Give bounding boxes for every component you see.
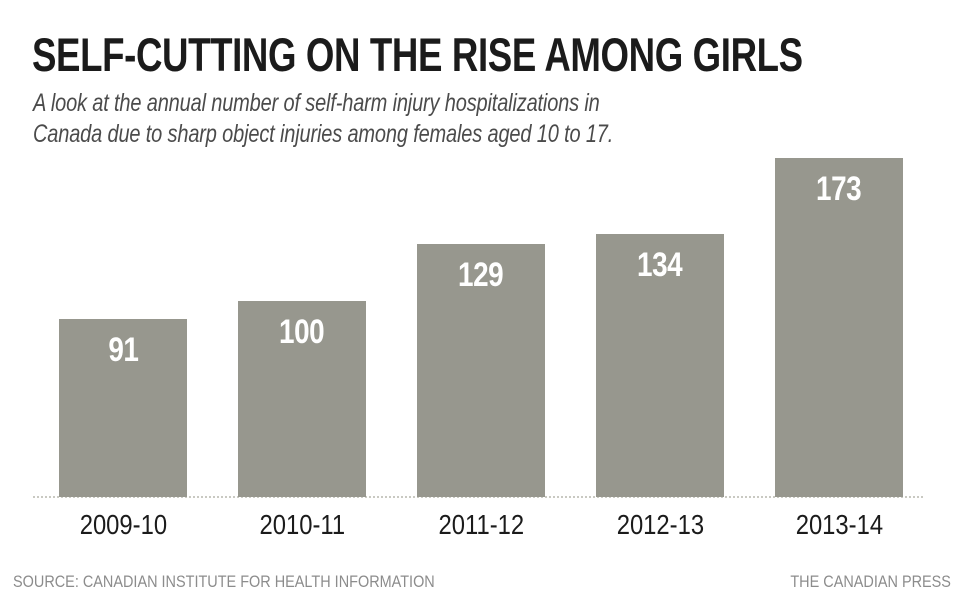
chart-subtitle: A look at the annual number of self-harm…	[33, 89, 614, 148]
bar-2012-13: 134	[596, 234, 724, 497]
x-axis-labels: 2009-10 2010-11 2011-12 2012-13 2013-14	[59, 511, 903, 539]
bar-2010-11: 100	[238, 301, 366, 497]
x-axis-label-2009-10: 2009-10	[79, 509, 167, 540]
chart-title: SELF-CUTTING ON THE RISE AMONG GIRLS	[32, 28, 803, 81]
x-axis-label-2011-12: 2011-12	[438, 509, 524, 540]
x-axis-line	[33, 496, 925, 498]
x-axis-label-2013-14: 2013-14	[795, 509, 883, 540]
bar-value-label: 91	[107, 331, 139, 369]
bar-value-label: 173	[816, 170, 862, 208]
source-credit: SOURCE: CANADIAN INSTITUTE FOR HEALTH IN…	[13, 572, 435, 591]
x-axis-label-2010-11: 2010-11	[259, 509, 345, 540]
bar-value-label: 129	[458, 256, 504, 294]
bar-2013-14: 173	[775, 158, 903, 497]
bar-value-label: 100	[279, 313, 325, 351]
bar-2009-10: 91	[59, 319, 187, 497]
bar-value-label: 134	[637, 246, 683, 284]
bar-2011-12: 129	[417, 244, 545, 497]
bar-chart: 91 100 129 134 173	[59, 158, 903, 497]
x-axis-label-2012-13: 2012-13	[616, 509, 704, 540]
press-credit: THE CANADIAN PRESS	[790, 572, 951, 591]
